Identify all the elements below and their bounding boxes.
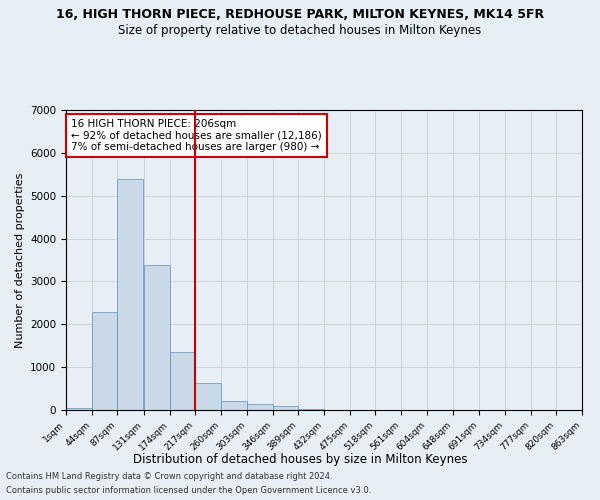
Text: 16, HIGH THORN PIECE, REDHOUSE PARK, MILTON KEYNES, MK14 5FR: 16, HIGH THORN PIECE, REDHOUSE PARK, MIL… — [56, 8, 544, 20]
Bar — [298, 409, 324, 410]
Text: Size of property relative to detached houses in Milton Keynes: Size of property relative to detached ho… — [118, 24, 482, 37]
Bar — [66, 408, 92, 410]
Bar — [195, 384, 221, 410]
Bar — [92, 312, 118, 410]
Bar — [144, 265, 170, 410]
Text: Distribution of detached houses by size in Milton Keynes: Distribution of detached houses by size … — [133, 452, 467, 466]
Bar — [272, 406, 298, 410]
Bar — [118, 178, 143, 410]
Text: 16 HIGH THORN PIECE: 206sqm
← 92% of detached houses are smaller (12,186)
7% of : 16 HIGH THORN PIECE: 206sqm ← 92% of det… — [71, 119, 322, 152]
Bar — [221, 402, 247, 410]
Y-axis label: Number of detached properties: Number of detached properties — [14, 172, 25, 348]
Text: Contains public sector information licensed under the Open Government Licence v3: Contains public sector information licen… — [6, 486, 371, 495]
Bar — [170, 352, 195, 410]
Text: Contains HM Land Registry data © Crown copyright and database right 2024.: Contains HM Land Registry data © Crown c… — [6, 472, 332, 481]
Bar — [247, 404, 272, 410]
